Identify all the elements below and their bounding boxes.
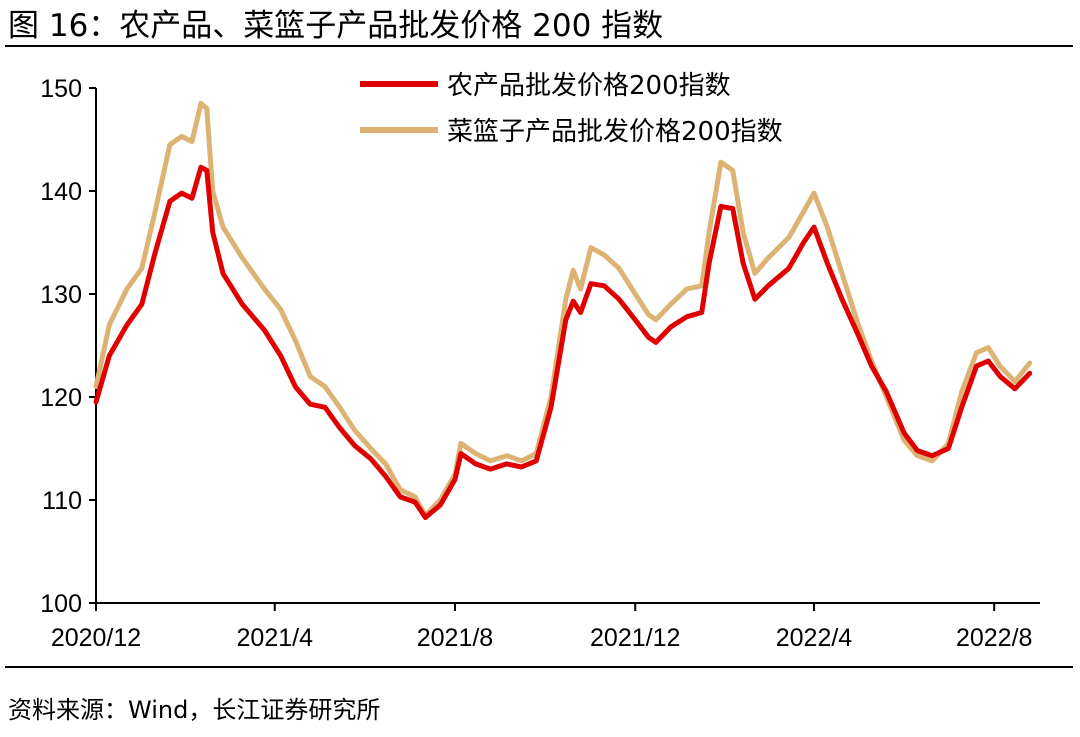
y-tick-label: 110 — [42, 487, 82, 515]
x-tick-label: 2022/4 — [776, 624, 853, 652]
series-line-1 — [93, 164, 1033, 520]
y-tick-label: 120 — [40, 384, 82, 412]
footer-divider — [5, 666, 1073, 668]
x-tick-label: 2021/4 — [237, 624, 314, 652]
source-note: 资料来源：Wind，长江证券研究所 — [8, 696, 381, 724]
legend-label-2: 菜篮子产品批发价格200指数 — [447, 117, 783, 147]
y-tick-label: 150 — [40, 75, 82, 103]
chart-series — [93, 100, 1033, 520]
chart-axes: 100 110 120 130 140 150 2020/12 2021/4 2021/8 202… — [40, 75, 1040, 652]
x-tick-label: 2021/12 — [590, 624, 680, 652]
x-tick-label: 2022/8 — [956, 624, 1032, 652]
legend-label-1: 农产品批发价格200指数 — [447, 71, 731, 101]
x-tick-label: 2020/12 — [51, 624, 141, 652]
y-tick-label: 130 — [40, 281, 82, 309]
series-line-2 — [93, 100, 1033, 518]
x-tick-label: 2021/8 — [417, 624, 493, 652]
figure-title: 图 16：农产品、菜篮子产品批发价格 200 指数 — [8, 8, 664, 44]
y-tick-label: 100 — [40, 590, 82, 618]
y-tick-label: 140 — [40, 178, 82, 206]
title-divider — [5, 45, 1073, 47]
